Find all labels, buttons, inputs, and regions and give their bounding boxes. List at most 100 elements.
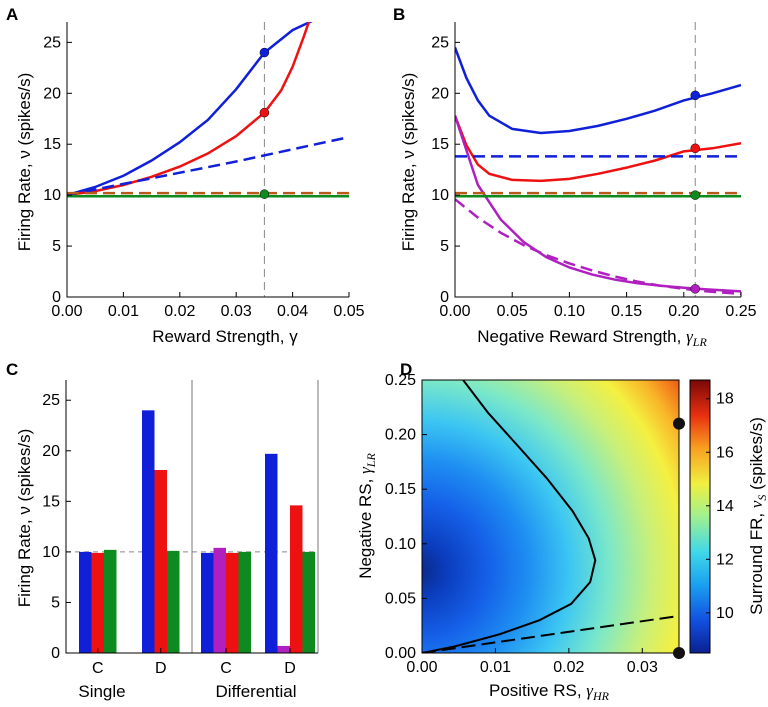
panel-c-bar-red [91, 552, 104, 653]
panel-d-cbar-main: Surround FR, [747, 508, 766, 615]
panel-d-contours [422, 380, 679, 653]
panel-d-heatmap-field [422, 380, 679, 653]
panel-b-letter: B [393, 5, 405, 24]
panel-a-xtick-label: 0.00 [51, 303, 82, 320]
panel-b-xtick-label: 0.20 [668, 303, 699, 320]
panel-d-ylabel-main: Negative RS, [356, 474, 375, 579]
panel-a-ytick-label: 10 [43, 187, 61, 204]
panel-a-ytick-label: 15 [43, 136, 61, 153]
panel-d-cbar-tick-label: 14 [716, 498, 734, 515]
panel-c-group-differential: Differential [216, 682, 297, 701]
panel-c-plot: C D C D 0 5 10 15 20 25 [42, 380, 319, 677]
panel-b-ytick-label: 20 [431, 85, 449, 102]
panel-a-axes [66, 22, 349, 298]
panel-a-series-blue-dashed [67, 135, 349, 197]
panel-d-cbar-tick-label: 16 [716, 444, 734, 461]
panel-a-series-group [67, 22, 349, 198]
panel-b-series-red [455, 115, 741, 183]
panel-d-ylabel-sym: γ [356, 466, 375, 474]
panel-b-series-magenta [455, 115, 741, 293]
panel-a-point-green [259, 189, 270, 199]
panel-d-ytick-label: 0.25 [385, 372, 416, 389]
panel-d-ytick-label: 0.15 [385, 481, 416, 498]
panel-c: C D C D 0 5 10 15 20 25 Single Differential Firin… [15, 380, 319, 701]
panel-a: 0.00 0.01 0.02 0.03 0.04 0.05 0 5 10 15 20 25 Rewar… [15, 22, 365, 346]
panel-d-cbar-sym: ν [747, 500, 766, 508]
panel-a-ytick-label: 20 [43, 85, 61, 102]
panel-d-ytick-label: 0.10 [385, 536, 416, 553]
panel-b-ytick-label: 25 [431, 34, 449, 51]
panel-d-xlabel: Positive RS, γHR [489, 681, 610, 703]
panel-a-xtick-label: 0.05 [333, 303, 364, 320]
panel-c-bar-red [290, 505, 303, 653]
panel-c-bar-green [238, 551, 251, 653]
panel-b-series-magenta-dashed [455, 198, 741, 296]
panel-b-series-blue [455, 47, 741, 135]
panel-b-ylabel: Firing Rate, ν (spikes/s) [399, 73, 418, 252]
panel-c-ylabel: Firing Rate, ν (spikes/s) [15, 429, 34, 608]
panel-c-bar-green [104, 549, 117, 653]
panel-d-xtick-label: 0.03 [627, 659, 658, 676]
panel-c-ytick-label: 15 [42, 493, 60, 510]
panel-c-xtick-label: D [155, 660, 167, 677]
panel-b-point-red [690, 143, 700, 154]
panel-a-point-blue [259, 47, 270, 58]
panel-a-plot: 0.00 0.01 0.02 0.03 0.04 0.05 0 5 10 15 20 25 [43, 22, 365, 320]
panel-b-series-group [455, 47, 741, 296]
panel-b-ytick-label: 0 [440, 289, 449, 306]
panel-d-colorbar [689, 379, 711, 654]
panel-a-point-red [259, 107, 270, 118]
panel-b-xtick-label: 0.10 [554, 303, 585, 320]
panel-d-cbar-tick-label: 12 [716, 551, 734, 568]
panel-b-xlabel-main: Negative Reward Strength, [477, 327, 686, 346]
panel-a-series-red [67, 22, 311, 197]
panel-c-xtick-label: C [92, 660, 104, 677]
panel-b-xlabel: Negative Reward Strength, γLR [477, 327, 707, 349]
panel-d-cbar-tick-label: 18 [716, 391, 734, 408]
panel-b-ytick-label: 15 [431, 136, 449, 153]
panel-c-xtick-label: C [220, 660, 232, 677]
panel-d-ytick-label: 0.20 [385, 427, 416, 444]
panel-d-ytick-label: 0.00 [385, 645, 416, 662]
panel-c-group-single: Single [78, 682, 125, 701]
panel-b-plot: 0.00 0.05 0.10 0.15 0.20 0.25 0 5 10 15 20 25 [431, 22, 757, 320]
panel-c-ytick-label: 20 [42, 443, 60, 460]
panel-b-xtick-label: 0.00 [439, 303, 470, 320]
panel-b-xtick-label: 0.15 [611, 303, 642, 320]
panel-b-point-green [690, 190, 700, 200]
panel-c-ytick-label: 25 [42, 392, 60, 409]
panel-a-xtick-label: 0.01 [108, 303, 139, 320]
panel-c-bar-magenta [277, 645, 290, 653]
panel-d-ylabel-sub: LR [364, 453, 378, 469]
panel-a-series-blue [67, 22, 313, 197]
panel-c-bar-red [154, 469, 167, 653]
panel-c-ytick-label: 10 [42, 544, 60, 561]
panel-d-xlabel-sub: HR [592, 689, 610, 703]
panel-d-contour-solid [422, 380, 597, 653]
panel-b-xtick-label: 0.25 [725, 303, 756, 320]
panel-d-frame [421, 379, 680, 654]
panel-a-ytick-label: 5 [52, 238, 61, 255]
panel-b-point-blue [690, 90, 700, 101]
panel-d: 0.00 0.01 0.02 0.03 0.00 0.05 0.10 0.15 0.20 0.25… [356, 372, 768, 703]
panel-b-ytick-label: 10 [431, 187, 449, 204]
panel-d-plot: 0.00 0.01 0.02 0.03 0.00 0.05 0.10 0.15 0.20 0.25… [385, 372, 734, 676]
panel-d-xtick-label: 0.01 [480, 659, 511, 676]
panel-c-ytick-label: 5 [51, 594, 60, 611]
panel-d-ylabel: Negative RS, γLR [356, 453, 378, 579]
panel-d-xtick-label: 0.02 [553, 659, 584, 676]
panel-a-ylabel: Firing Rate, ν (spikes/s) [15, 73, 34, 252]
panel-d-cbar-label: Surround FR, νS (spikes/s) [747, 417, 768, 615]
panel-a-ytick-label: 0 [52, 289, 61, 306]
panel-c-letter: C [6, 360, 18, 379]
panel-a-xtick-label: 0.02 [164, 303, 195, 320]
panel-a-ytick-label: 25 [43, 34, 61, 51]
panel-d-contour-dashed [422, 614, 679, 653]
panel-d-cbar-unit: (spikes/s) [747, 417, 766, 494]
panel-a-xtick-label: 0.04 [277, 303, 308, 320]
panel-b-point-magenta [690, 284, 700, 294]
panel-d-cbar-sub: S [755, 495, 768, 501]
panel-a-xlabel: Reward Strength, γ [152, 327, 298, 346]
panel-d-xlabel-main: Positive RS, [489, 681, 586, 700]
panel-c-xtick-label: D [284, 660, 296, 677]
